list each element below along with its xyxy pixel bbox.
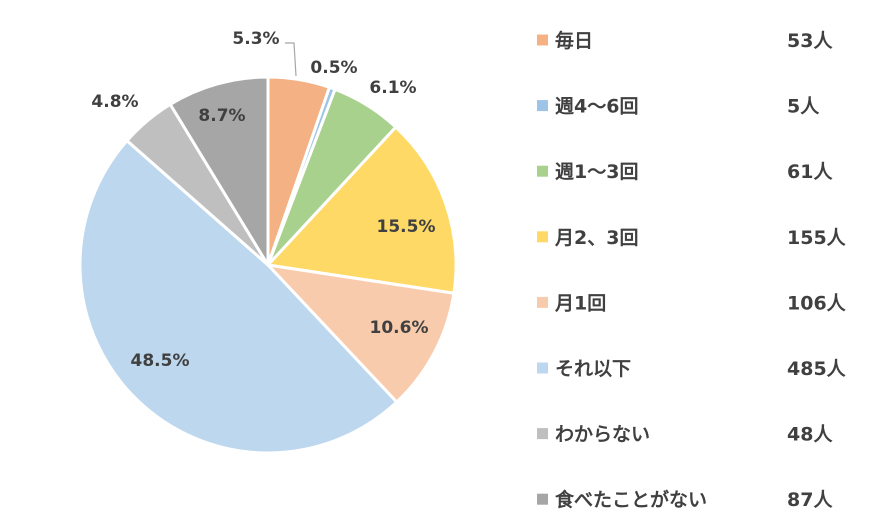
leader-lines [285,42,297,77]
pie-slices [78,75,458,455]
legend-label-1: 毎日 [555,29,593,52]
legend-count-3: 61人 [787,161,833,183]
legend-swatch-4 [537,231,548,243]
legend-label-7: わからない [555,424,650,446]
slice-1-percent-label: 5.3% [232,29,279,49]
slice-6-percent-label: 48.5% [131,351,190,371]
legend-label-3: 週1～3回 [555,161,638,183]
slice-7-percent-label: 4.8% [91,92,138,112]
legend-count-2: 5人 [787,96,820,118]
slice-8-wedge [168,75,270,267]
legend-swatch-3 [537,165,548,177]
slice-8-percent-label: 8.7% [198,106,245,126]
legend-count-4: 155人 [787,227,847,249]
legend-swatch-1 [537,34,548,46]
legend-swatch-6 [537,362,548,374]
slice-4-wedge [266,125,458,295]
slice-6-wedge [78,139,399,455]
slice-5-percent-label: 10.6% [370,318,429,338]
slice-5-wedge [266,263,456,404]
slice-2-percent-label: 0.5% [310,58,357,78]
legend-count-5: 106人 [787,292,847,314]
legend-count-7: 48人 [787,424,833,446]
legend-count-1: 53人 [787,30,833,52]
legend-swatch-8 [537,493,548,505]
slice-3-percent-label: 6.1% [369,78,416,98]
legend-label-5: 月1回 [554,292,606,314]
legend-label-6: それ以下 [555,358,631,380]
legend-label-4: 月2、3回 [554,227,638,249]
legend-swatch-5 [537,296,548,308]
legend-count-6: 485人 [787,358,847,380]
legend-swatch-7 [537,428,548,440]
slice-labels: 5.3% 0.5% 6.1% 15.5% 10.6% 48.5% 4.8% 8.7% [91,29,435,371]
legend-count-8: 87人 [787,489,833,511]
slice-4-percent-label: 15.5% [377,217,436,237]
legend-swatch-2 [537,100,548,112]
legend-label-2: 週4～6回 [555,96,638,118]
slice-1-leader-line [285,42,297,77]
legend-label-8: 食べたことがない [555,488,707,511]
